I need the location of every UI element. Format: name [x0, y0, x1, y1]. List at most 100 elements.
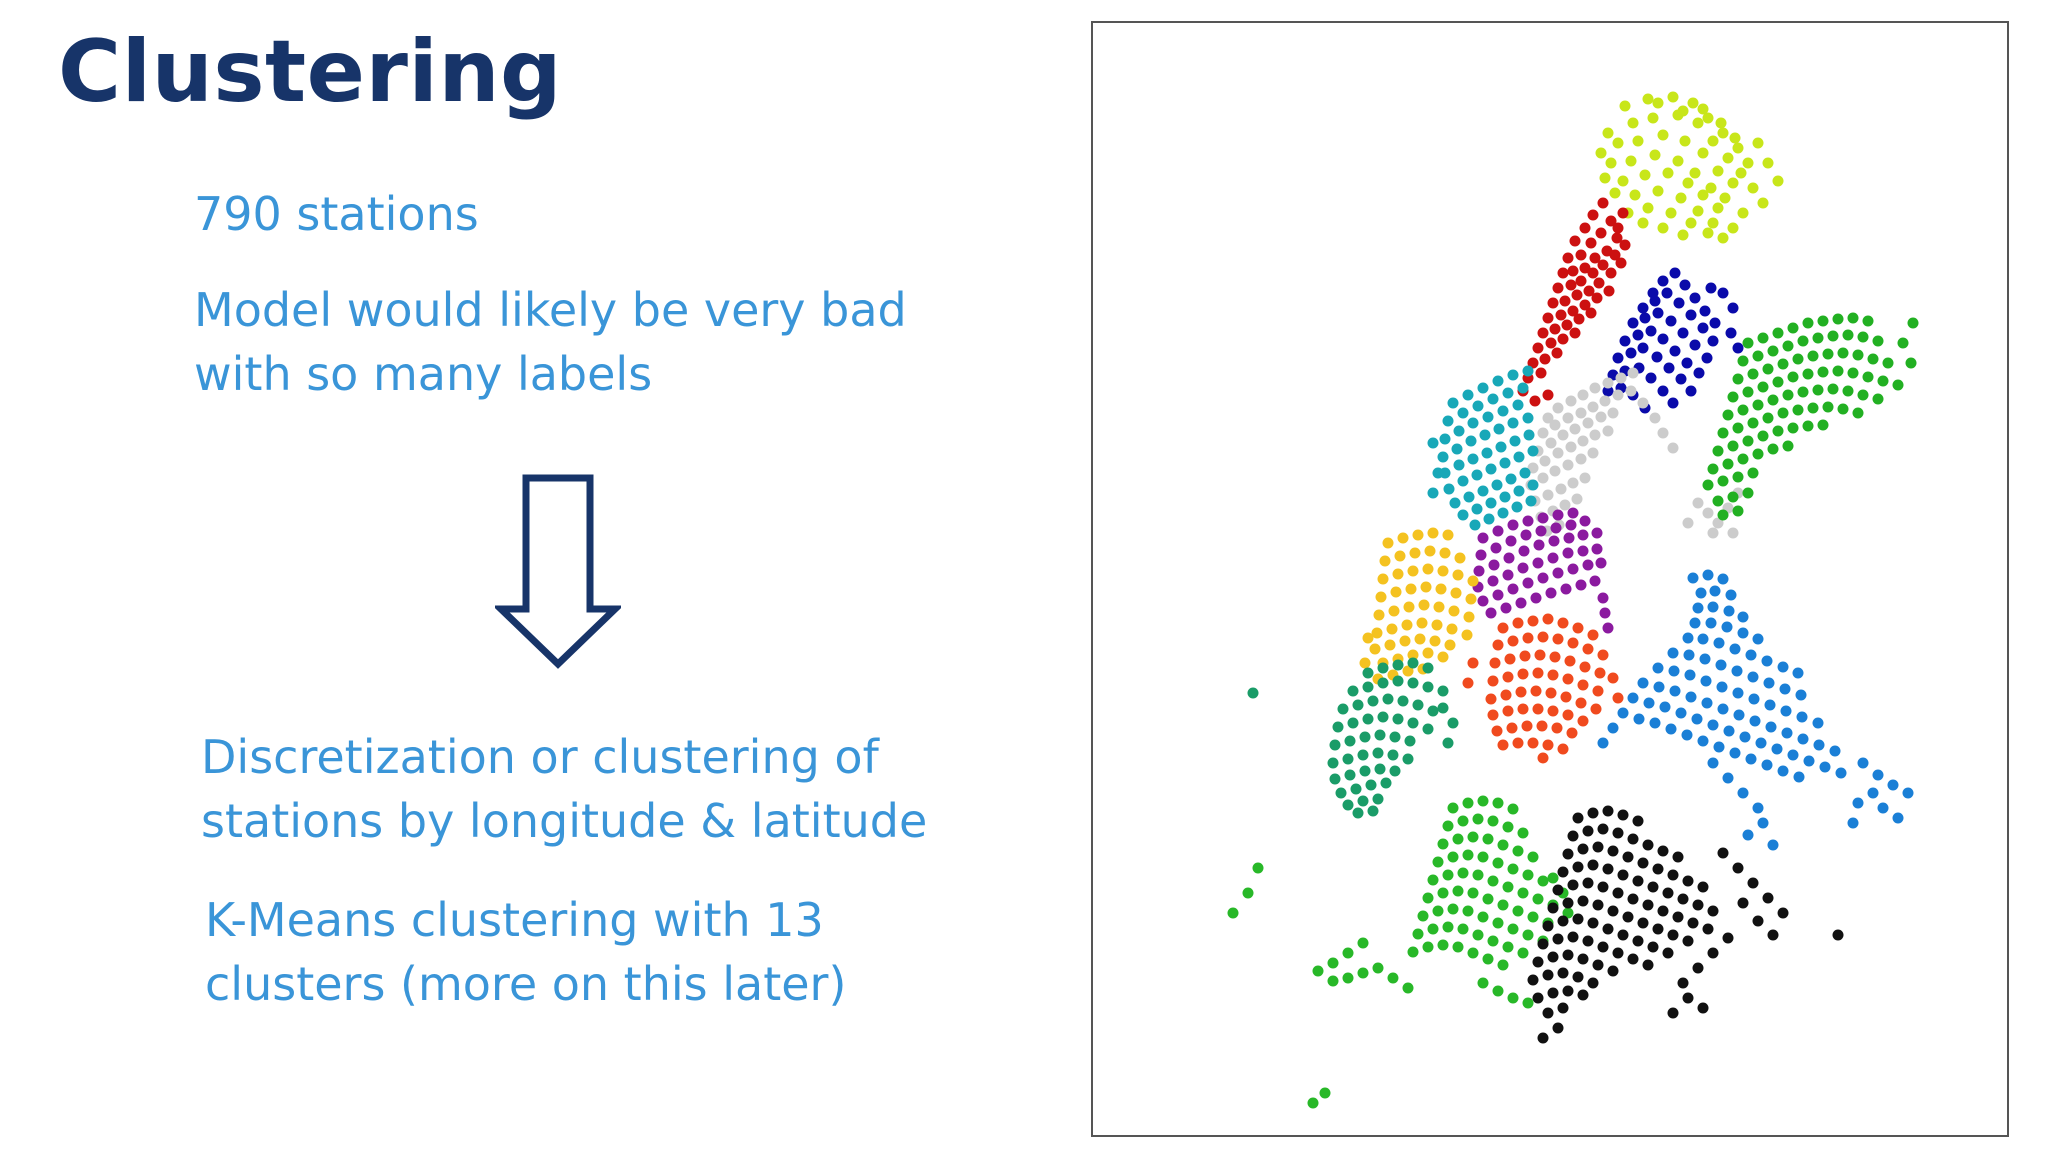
station-point	[1567, 830, 1579, 842]
station-point	[1467, 575, 1479, 587]
discretization-line-1: Discretization or clustering of	[201, 730, 879, 784]
station-point	[1647, 881, 1659, 893]
station-point	[1447, 851, 1459, 863]
station-point	[1642, 899, 1654, 911]
station-point	[1371, 627, 1383, 639]
station-point	[1717, 573, 1729, 585]
station-point	[1380, 777, 1392, 789]
station-point	[1462, 905, 1474, 917]
station-point	[1602, 622, 1614, 634]
station-point	[1374, 729, 1386, 741]
station-point	[1632, 935, 1644, 947]
station-point	[1560, 583, 1572, 595]
station-point	[1252, 862, 1264, 874]
station-point	[1567, 563, 1579, 575]
scatter-plot-canvas	[1227, 91, 1919, 1109]
station-point	[1657, 845, 1669, 857]
station-point	[1552, 282, 1564, 294]
station-point	[1752, 350, 1764, 362]
station-point	[1857, 389, 1869, 401]
station-point	[1479, 429, 1491, 441]
station-point	[1722, 458, 1734, 470]
station-point	[1637, 917, 1649, 929]
station-point	[1577, 545, 1589, 557]
station-point	[1742, 386, 1754, 398]
station-point	[1742, 337, 1754, 349]
station-point	[1573, 313, 1585, 325]
station-point	[1717, 703, 1729, 715]
station-point	[1522, 365, 1534, 377]
station-point	[1752, 633, 1764, 645]
station-point	[1517, 887, 1529, 899]
station-point	[1557, 429, 1569, 441]
station-point	[1679, 279, 1691, 291]
station-point	[1725, 327, 1737, 339]
station-point	[1657, 427, 1669, 439]
station-point	[1427, 527, 1439, 539]
station-point	[1463, 491, 1475, 503]
station-point	[1537, 327, 1549, 339]
down-arrow-icon	[495, 474, 621, 669]
station-point	[1359, 657, 1371, 669]
station-point	[1457, 867, 1469, 879]
station-point	[1877, 802, 1889, 814]
station-point	[1727, 527, 1739, 539]
station-point	[1567, 931, 1579, 943]
station-point	[1532, 557, 1544, 569]
station-point	[1519, 467, 1531, 479]
station-point	[1429, 635, 1441, 647]
station-point	[1787, 749, 1799, 761]
station-point	[1471, 469, 1483, 481]
station-point	[1547, 951, 1559, 963]
cluster-series-2	[1517, 197, 1631, 407]
station-point	[1752, 802, 1764, 814]
station-point	[1593, 277, 1605, 289]
station-point	[1518, 545, 1530, 557]
station-point	[1665, 207, 1677, 219]
station-point	[1527, 911, 1539, 923]
station-point	[1362, 681, 1374, 693]
station-point	[1667, 869, 1679, 881]
station-point	[1499, 457, 1511, 469]
station-point	[1247, 687, 1259, 699]
station-point	[1587, 401, 1599, 413]
station-point	[1681, 357, 1693, 369]
station-point	[1692, 962, 1704, 974]
station-point	[1732, 142, 1744, 154]
station-point	[1542, 613, 1554, 625]
station-point	[1527, 445, 1539, 457]
station-point	[1485, 463, 1497, 475]
station-point	[1627, 692, 1639, 704]
station-point	[1565, 279, 1577, 291]
station-point	[1649, 295, 1661, 307]
station-point	[1717, 232, 1729, 244]
station-point	[1617, 207, 1629, 219]
station-point	[1689, 167, 1701, 179]
station-point	[1375, 591, 1387, 603]
station-point	[1777, 407, 1789, 419]
station-point	[1657, 275, 1669, 287]
station-point	[1390, 586, 1402, 598]
station-point	[1737, 611, 1749, 623]
station-point	[1712, 202, 1724, 214]
station-point	[1617, 175, 1629, 187]
station-point	[1523, 429, 1535, 441]
station-point	[1507, 863, 1519, 875]
station-point	[1617, 809, 1629, 821]
station-point	[1872, 769, 1884, 781]
station-point	[1692, 497, 1704, 509]
station-point	[1492, 639, 1504, 651]
station-point	[1697, 322, 1709, 334]
station-point	[1668, 665, 1680, 677]
station-point	[1454, 552, 1466, 564]
station-point	[1447, 717, 1459, 729]
station-point	[1625, 385, 1637, 397]
station-point	[1557, 866, 1569, 878]
station-point	[1762, 892, 1774, 904]
station-point	[1607, 722, 1619, 734]
station-point	[1737, 453, 1749, 465]
station-point	[1542, 312, 1554, 324]
station-point	[1727, 440, 1739, 452]
station-point	[1362, 667, 1374, 679]
station-point	[1672, 851, 1684, 863]
